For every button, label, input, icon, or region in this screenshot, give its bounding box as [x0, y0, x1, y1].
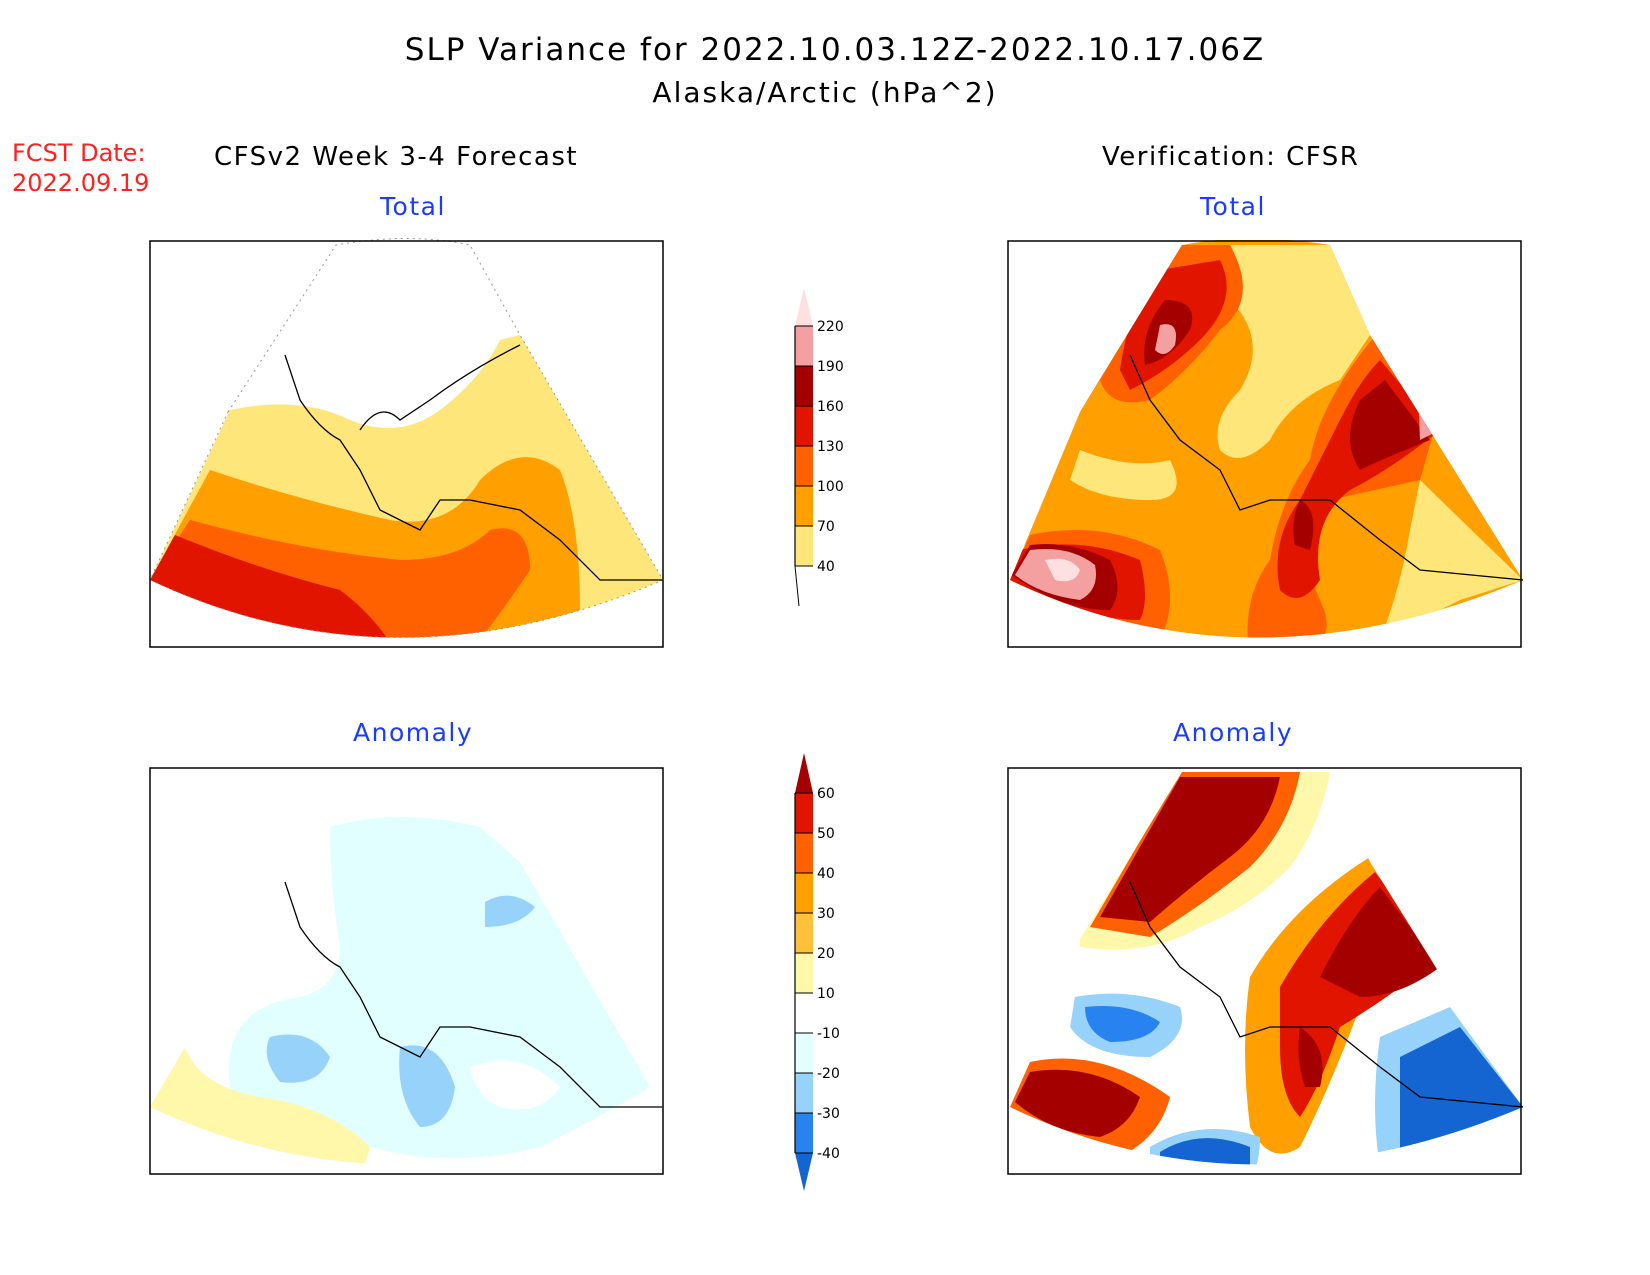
colorbar-anomaly-top-triangle — [795, 753, 813, 793]
colorbar-total-band — [795, 366, 813, 406]
colorbar-anomaly-band — [795, 793, 813, 833]
colorbar-total-top-triangle — [795, 288, 813, 326]
verification-total-title: Total — [1200, 192, 1266, 221]
colorbar-total-band — [795, 526, 813, 566]
colorbar-anomaly-tick-label: 40 — [817, 866, 835, 882]
colorbar-total-band — [795, 486, 813, 526]
colorbar-total-tick-label: 160 — [817, 399, 844, 415]
colorbar-anomaly-tick-label: 50 — [817, 826, 835, 842]
forecast-date: FCST Date: 2022.09.19 — [12, 138, 149, 198]
forecast-heading: CFSv2 Week 3-4 Forecast — [214, 142, 579, 172]
verification-total-map — [1007, 240, 1524, 648]
colorbar-anomaly-tick-label: -20 — [817, 1066, 840, 1082]
figure-subtitle: Alaska/Arctic (hPa^2) — [652, 76, 998, 109]
verification-heading: Verification: CFSR — [1102, 142, 1360, 172]
forecast-total-map — [149, 238, 664, 648]
forecast-date-label: FCST Date: — [12, 139, 146, 167]
colorbar-anomaly-band — [795, 1033, 813, 1073]
colorbar-anomaly-tick-label: -30 — [817, 1106, 840, 1122]
verification-anomaly-map — [1007, 767, 1524, 1175]
forecast-total-title: Total — [380, 192, 446, 221]
colorbar-total-band — [795, 326, 813, 366]
colorbar-anomaly-tick-label: -10 — [817, 1026, 840, 1042]
colorbar-anomaly-band — [795, 993, 813, 1033]
colorbar-anomaly-band — [795, 833, 813, 873]
colorbar-total-tick-label: 130 — [817, 439, 844, 455]
colorbar-total-band — [795, 406, 813, 446]
verification-anomaly-title: Anomaly — [1173, 718, 1294, 747]
colorbar-total-tick-label: 220 — [817, 319, 844, 335]
colorbar-anomaly-tick-label: 60 — [817, 786, 835, 802]
colorbar-anomaly-band — [795, 873, 813, 913]
colorbar-total: 40 70 100 130 160 190 220 — [794, 288, 844, 607]
colorbar-anomaly-tick-label: 20 — [817, 946, 835, 962]
colorbar-anomaly: -40 -30 -20 -10 10 20 30 40 50 60 — [794, 753, 840, 1191]
colorbar-anomaly-tick-label: -40 — [817, 1146, 840, 1162]
colorbar-anomaly-tick-label: 30 — [817, 906, 835, 922]
colorbar-anomaly-tick-label: 10 — [817, 986, 835, 1002]
colorbar-total-tick-label: 100 — [817, 479, 844, 495]
colorbar-anomaly-band — [795, 953, 813, 993]
colorbar-anomaly-band — [795, 913, 813, 953]
colorbar-total-tick-label: 190 — [817, 359, 844, 375]
forecast-date-value: 2022.09.19 — [12, 169, 150, 197]
colorbar-anomaly-band — [795, 1073, 813, 1113]
colorbar-total-bottom-tip — [794, 565, 800, 607]
forecast-anomaly-map — [149, 767, 664, 1175]
colorbar-total-tick-label: 70 — [817, 519, 835, 535]
colorbar-total-tick-label: 40 — [817, 559, 835, 575]
figure-title: SLP Variance for 2022.10.03.12Z-2022.10.… — [404, 32, 1266, 68]
colorbar-anomaly-bottom-triangle — [795, 1153, 813, 1191]
colorbar-anomaly-band — [795, 1113, 813, 1153]
forecast-anomaly-title: Anomaly — [353, 718, 474, 747]
colorbar-total-band — [795, 446, 813, 486]
